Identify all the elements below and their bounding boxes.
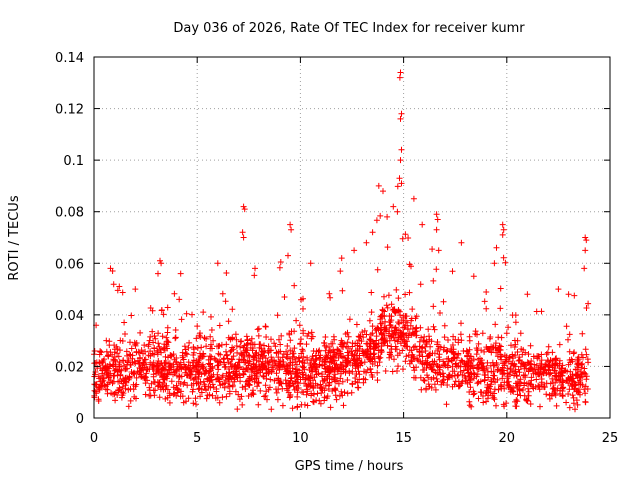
y-tick-label: 0.02 [55,360,84,375]
y-tick-label: 0.06 [55,257,84,272]
y-tick-label: 0.14 [55,51,84,66]
x-tick-label: 10 [292,431,309,446]
x-tick-label: 0 [90,431,98,446]
chart-title: Day 036 of 2026, Rate Of TEC Index for r… [173,21,525,36]
y-tick-label: 0.04 [55,309,84,324]
x-tick-label: 25 [602,431,619,446]
plot-frame [93,56,611,419]
y-tick-label: 0.1 [63,154,84,169]
y-axis-label: ROTI / TECUs [7,195,22,280]
roti-points [91,69,592,413]
y-tick-label: 0 [76,412,84,427]
x-axis-label: GPS time / hours [295,459,404,474]
x-tick-label: 5 [193,431,201,446]
data-points [91,69,592,413]
x-axis: 0 5 10 15 20 25 [90,57,618,446]
x-tick-label: 20 [499,431,516,446]
y-tick-label: 0.12 [55,103,84,118]
y-tick-label: 0.08 [55,206,84,221]
y-axis: 0 0.02 0.04 0.06 0.08 0.1 0.12 0.14 [55,51,610,427]
x-tick-label: 15 [395,431,412,446]
